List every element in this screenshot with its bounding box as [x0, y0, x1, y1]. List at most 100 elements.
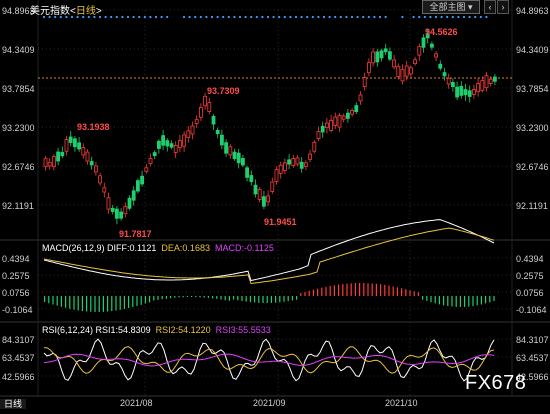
candle-body — [211, 116, 216, 125]
signal-dot — [194, 15, 197, 19]
macd-bar — [191, 296, 193, 297]
signal-dot — [294, 15, 298, 19]
signal-dot — [121, 15, 124, 19]
signal-dot — [367, 15, 370, 19]
macd-bar — [186, 296, 188, 297]
macd-bar — [296, 296, 298, 300]
signal-dot — [317, 15, 320, 19]
rsi-axis-right: 84.3107 63.4537 42.5966 — [516, 335, 549, 382]
signal-dot — [222, 15, 225, 19]
signal-dot — [334, 15, 337, 19]
period-tab[interactable]: 日线 — [0, 399, 27, 409]
macd-tick: 0.4394 — [516, 254, 544, 264]
signal-dot — [126, 15, 130, 19]
rsi-axis-left: 84.3107 63.4537 42.5966 — [2, 335, 35, 382]
candle-body — [337, 115, 342, 128]
macd-bar — [291, 296, 293, 301]
macd-bar — [354, 283, 356, 296]
candle-body — [429, 43, 434, 48]
candle-body — [161, 135, 166, 146]
signal-dot — [440, 15, 443, 19]
candle-body — [207, 102, 212, 112]
signal-dot — [378, 15, 382, 19]
candle-body — [392, 59, 397, 68]
signal-dot — [199, 15, 202, 19]
macd-bar — [417, 292, 419, 296]
macd-bar — [338, 284, 340, 296]
candle-body — [257, 188, 262, 200]
price-tick: 94.3409 — [516, 45, 549, 55]
signal-dot — [54, 15, 57, 19]
candle-body — [89, 161, 94, 166]
candle-body — [47, 161, 52, 167]
signal-dot — [278, 15, 281, 19]
macd-bar — [480, 296, 482, 305]
macd-bar — [48, 296, 50, 304]
signal-dot — [418, 15, 421, 19]
candle-body — [341, 115, 346, 120]
candle-body — [396, 65, 401, 77]
signal-dot — [87, 15, 90, 19]
macd-bar — [174, 296, 176, 298]
macd-bar — [392, 286, 394, 296]
candle-body — [270, 181, 275, 192]
price-tick: 92.1191 — [516, 201, 548, 211]
signal-dot — [65, 15, 68, 19]
main-chart-dropdown[interactable]: 全部主图 ▾ — [422, 0, 480, 14]
macd-bar — [434, 296, 436, 304]
signal-dot — [261, 15, 264, 19]
rsi-tick: 84.3107 — [2, 335, 35, 345]
title-period[interactable]: 日线 — [75, 6, 96, 17]
price-tick: 93.2300 — [2, 123, 35, 133]
macd-bar — [430, 296, 432, 303]
candle-body — [375, 51, 380, 63]
annotation-low: 91.9451 — [264, 217, 297, 227]
candle-body — [287, 159, 292, 165]
signal-dot — [238, 15, 242, 19]
macd-bar — [346, 283, 348, 296]
signal-dot — [451, 15, 454, 19]
rsi-tick: 63.4537 — [2, 353, 35, 363]
candle-body — [186, 130, 191, 138]
time-tick: 2021/09 — [253, 398, 286, 408]
signal-dot — [446, 15, 449, 19]
signal-dot — [457, 15, 460, 19]
macd-bar — [287, 296, 289, 302]
rsi-lines — [43, 338, 495, 382]
candle-body — [333, 116, 338, 126]
signal-dot — [423, 15, 426, 19]
signal-dot — [233, 15, 236, 19]
candle-body — [329, 120, 334, 131]
candle-body — [299, 161, 304, 169]
title-suffix: > — [95, 6, 102, 17]
candle-body — [127, 197, 132, 209]
candle-body — [198, 107, 203, 118]
signal-dot — [255, 15, 258, 19]
rsi1-value: RSI1:54.8309 — [95, 325, 151, 335]
macd-bar — [178, 296, 180, 298]
candle-body — [228, 146, 233, 156]
macd-bar — [384, 284, 386, 296]
signal-dot — [143, 15, 146, 19]
macd-bar — [329, 286, 331, 296]
macd-bar — [207, 296, 209, 298]
next-button[interactable]: › — [497, 0, 509, 14]
macd-bar — [317, 288, 319, 296]
signal-dot — [59, 15, 62, 19]
candle-body — [421, 37, 426, 48]
macd-bar — [333, 285, 335, 296]
macd-bar — [321, 287, 323, 296]
candle-body — [345, 112, 350, 119]
candle-body — [232, 151, 237, 160]
macd-bar — [485, 296, 487, 304]
signal-dot — [373, 15, 376, 19]
candle-body — [140, 175, 145, 185]
signal-dot — [272, 15, 275, 19]
prev-button[interactable]: ‹ — [484, 0, 496, 14]
time-tick: 2021/10 — [385, 398, 418, 408]
candle-body — [438, 63, 443, 69]
rsi-tick: 84.3107 — [516, 335, 549, 345]
candle-body — [115, 208, 119, 219]
candle-body — [324, 122, 329, 128]
signal-dot — [138, 15, 141, 19]
